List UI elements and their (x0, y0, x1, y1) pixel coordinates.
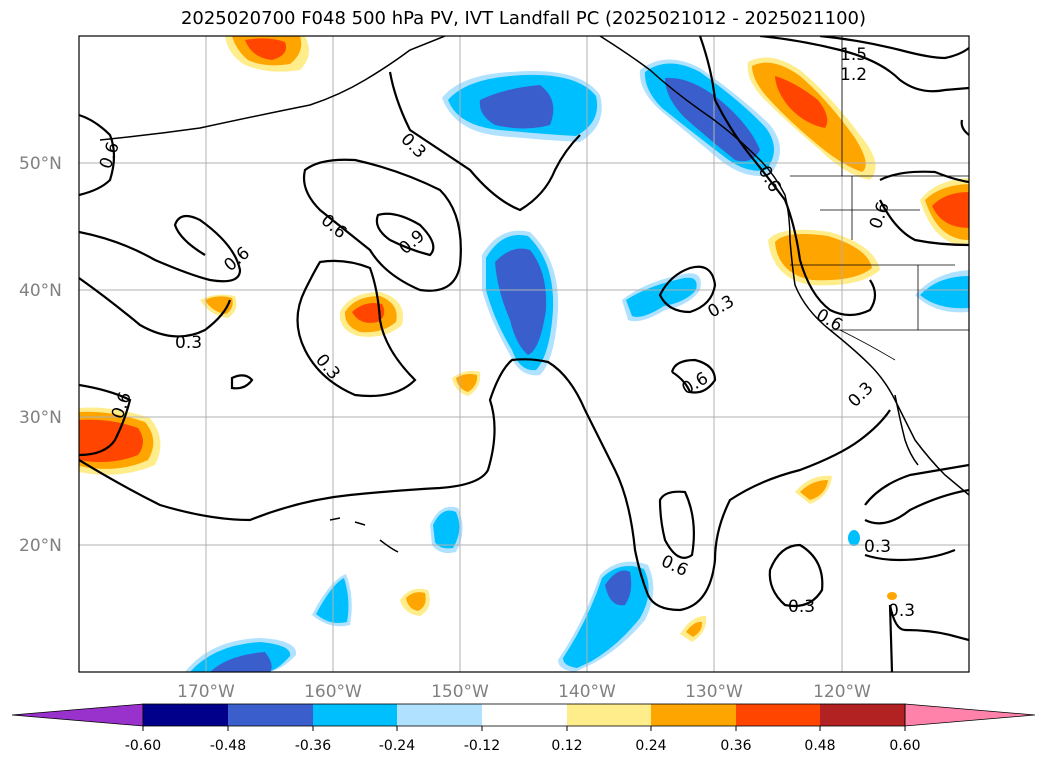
colorbar-ticks (142, 726, 906, 731)
positive-anomaly-blob (225, 36, 309, 72)
lat-label: 50°N (19, 154, 62, 174)
contour-label: 1.5 (840, 45, 867, 65)
colorbar-segment (651, 704, 736, 726)
positive-anomaly-blob (452, 370, 481, 396)
colorbar-extend-max (904, 703, 1036, 727)
positive-anomaly-blob (920, 178, 969, 246)
lon-label: 150°W (431, 682, 489, 702)
colorbar-frame (142, 703, 906, 727)
positive-anomaly-blob (339, 292, 404, 337)
contour-label: 0.3 (888, 601, 915, 621)
negative-anomaly-blob (312, 574, 352, 627)
colorbar-tick-label: 0.48 (804, 738, 835, 754)
colorbar-segment (567, 704, 651, 726)
colorbar-tick-label: 0.60 (889, 738, 920, 754)
contour-label: 0.3 (864, 537, 891, 557)
negative-anomaly-blob (185, 638, 297, 672)
negative-anomaly-blob (848, 530, 860, 546)
colorbar: -0.60 -0.48 -0.36 -0.24 -0.12 0.12 0.24 … (11, 703, 1036, 754)
negative-anomaly-blob (915, 270, 969, 313)
colorbar-segment (397, 704, 482, 726)
colorbar-tick-label: -0.48 (210, 738, 246, 754)
colorbar-segment (482, 704, 567, 726)
map-content: 1.5 1.2 0.3 0.6 0.9 0.6 0.3 0.3 0.6 0.6 … (79, 36, 969, 672)
positive-anomaly-blob (768, 229, 880, 286)
contour-label: 0.3 (788, 597, 815, 617)
positive-anomaly-blob (400, 588, 430, 616)
colorbar-segment (736, 704, 820, 726)
lon-label: 120°W (813, 682, 871, 702)
colorbar-tick-label: 0.36 (720, 738, 751, 754)
contour-label: 0.3 (175, 333, 202, 353)
lat-label: 20°N (19, 536, 62, 556)
positive-anomaly-blob (747, 57, 876, 180)
colorbar-tick-label: 0.12 (551, 738, 582, 754)
political-boundaries (790, 36, 969, 361)
negative-anomaly-blob (558, 561, 654, 672)
colorbar-tick-label: 0.24 (635, 738, 666, 754)
positive-anomaly-blob (680, 615, 707, 642)
colorbar-tick-label: -0.36 (295, 738, 331, 754)
lat-label: 30°N (19, 408, 62, 428)
coastlines (99, 36, 969, 553)
positive-anomaly-blob (795, 475, 832, 504)
colorbar-tick-label: -0.12 (464, 738, 500, 754)
positive-anomaly-blob (887, 592, 897, 600)
lon-label: 170°W (177, 682, 235, 702)
colorbar-extend-min (11, 703, 144, 727)
figure-title: 2025020700 F048 500 hPa PV, IVT Landfall… (180, 8, 867, 29)
positive-anomaly-blob (79, 407, 161, 475)
colorbar-segment (820, 704, 905, 726)
gridlines (79, 36, 969, 672)
map-frame (78, 35, 970, 673)
lon-label: 130°W (685, 682, 743, 702)
colorbar-tick-label: -0.24 (379, 738, 415, 754)
negative-anomaly-blob (442, 70, 602, 142)
lat-label: 40°N (19, 281, 62, 301)
lon-label: 160°W (304, 682, 362, 702)
contour-label: 1.2 (840, 65, 867, 85)
colorbar-segment (143, 704, 228, 726)
longitude-labels: 170°W 160°W 150°W 140°W 130°W 120°W (177, 682, 871, 702)
negative-anomaly-blob (430, 506, 463, 554)
latitude-labels: 20°N 30°N 40°N 50°N (19, 154, 62, 556)
colorbar-tick-label: -0.60 (125, 738, 161, 754)
pv-contours (79, 36, 969, 672)
colorbar-segment (313, 704, 397, 726)
lon-label: 140°W (558, 682, 616, 702)
colorbar-segment (228, 704, 313, 726)
negative-anomaly-blob (482, 230, 559, 376)
